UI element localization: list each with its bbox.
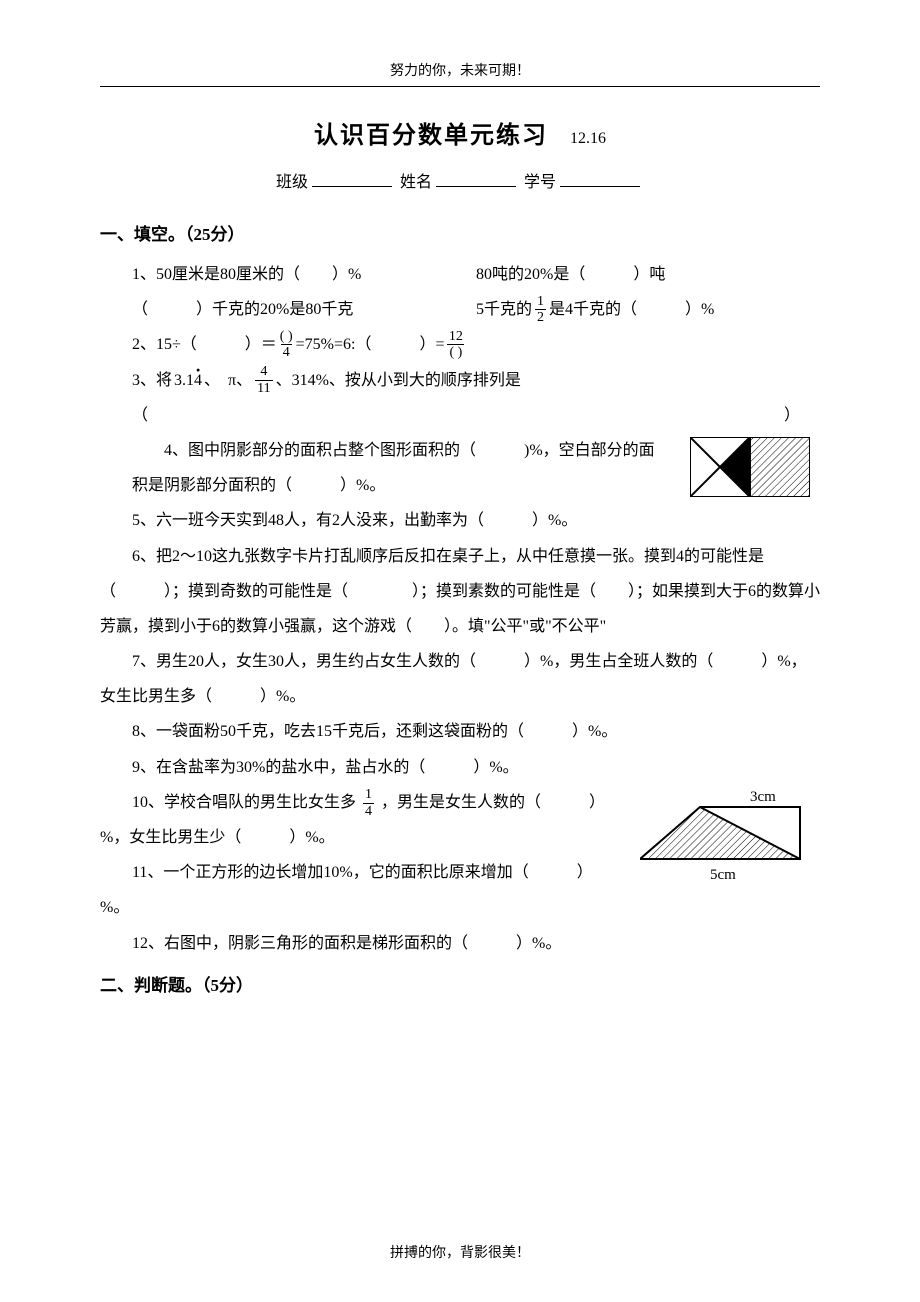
q3: 3、将 3.14 、 π、 4 11 、314%、按从小到大的顺序排列是 <box>100 363 820 398</box>
q1c: （ ）千克的20%是80千克 <box>132 292 476 327</box>
q2-mid: =75%=6:（ ）= <box>296 327 445 362</box>
q9: 9、在含盐率为30%的盐水中，盐占水的（ ）%。 <box>100 750 820 785</box>
q3-frac: 4 11 <box>255 364 272 396</box>
q1d-frac-num: 1 <box>537 294 544 309</box>
name-label: 姓名 <box>400 174 432 191</box>
id-label: 学号 <box>524 174 556 191</box>
q3-f-den: 11 <box>255 380 272 396</box>
q3-sep1: 、 π、 <box>204 363 252 398</box>
q3-answer-paren: （ ） <box>100 398 820 433</box>
q1-row1: 1、50厘米是80厘米的（ ）% 80吨的20%是（ ）吨 <box>100 257 820 292</box>
q3-pre: 3、将 <box>132 363 172 398</box>
q2: 2、15÷（ ）＝ ( ) 4 =75%=6:（ ）= 12 ( ) <box>100 327 820 362</box>
q3-paren-close: ） <box>784 398 800 433</box>
class-blank[interactable] <box>312 170 392 187</box>
q1-row2: （ ）千克的20%是80千克 5千克的 1 2 是4千克的（ ）% <box>100 292 820 327</box>
trap-label-bottom: 5cm <box>710 867 736 883</box>
q10-f-den: 4 <box>363 803 374 819</box>
q1d-frac-den: 2 <box>535 309 546 325</box>
title-date: 12.16 <box>570 130 606 147</box>
section-2-head: 二、判断题。（5分） <box>100 971 820 996</box>
q1d-frac: 1 2 <box>535 294 546 326</box>
q12: 12、右图中，阴影三角形的面积是梯形面积的（ ）%。 <box>100 926 820 961</box>
q4: 4、图中阴影部分的面积占整个图形面积的（ )%，空白部分的面积是阴影部分面积的（… <box>132 442 655 494</box>
q1d: 5千克的 1 2 是4千克的（ ）% <box>476 292 820 327</box>
q7: 7、男生20人，女生30人，男生约占女生人数的（ ）%，男生占全班人数的（ ）%… <box>100 653 807 705</box>
q6: 6、把2～10这九张数字卡片打乱顺序后反扣在桌子上，从中任意摸一张。摸到4的可能… <box>100 548 820 635</box>
q2-f2-den: ( ) <box>447 344 464 360</box>
q2-f2-num: 12 <box>449 329 463 344</box>
title-row: 认识百分数单元练习 12.16 <box>100 115 820 150</box>
footer-motto: 拼搏的你，背影很美！ <box>0 1242 920 1262</box>
q3-f-num: 4 <box>260 364 267 379</box>
id-blank[interactable] <box>560 170 640 187</box>
q11: 11、一个正方形的边长增加10%，它的面积比原来增加（ ）%。 <box>100 864 593 916</box>
q2-f1-num: ( ) <box>280 329 293 344</box>
header-rule <box>100 86 820 87</box>
section-1-head: 一、填空。（25分） <box>100 220 820 245</box>
q1b: 80吨的20%是（ ）吨 <box>476 257 820 292</box>
q10-pre: 10、学校合唱队的男生比女生多 <box>100 794 356 811</box>
q1a: 1、50厘米是80厘米的（ ）% <box>132 257 476 292</box>
header-motto: 努力的你，未来可期！ <box>100 60 820 80</box>
q2-pre: 2、15÷（ ）＝ <box>132 327 277 362</box>
class-label: 班级 <box>276 174 308 191</box>
q3-paren-open: （ <box>132 398 148 433</box>
q2-f1-den: 4 <box>281 344 292 360</box>
q2-frac1: ( ) 4 <box>280 329 293 361</box>
q5: 5、六一班今天实到48人，有2人没来，出勤率为（ ）%。 <box>100 503 820 538</box>
q10-frac: 1 4 <box>363 787 374 819</box>
q1d-post: 是4千克的（ ）% <box>549 292 714 327</box>
figure-trapezoid: 3cm 5cm <box>640 789 810 884</box>
q8: 8、一袋面粉50千克，吃去15千克后，还剩这袋面粉的（ ）%。 <box>100 714 820 749</box>
q3-314-int: 3.1 <box>174 372 194 389</box>
q3-314-dot: 4 <box>194 363 202 398</box>
q10-f-num: 1 <box>365 787 372 802</box>
figure-square <box>690 437 810 497</box>
page-title: 认识百分数单元练习 <box>314 123 548 149</box>
q3-post1: 、314%、按从小到大的顺序排列是 <box>276 363 521 398</box>
info-row: 班级 姓名 学号 <box>100 168 820 192</box>
q1d-pre: 5千克的 <box>476 292 532 327</box>
q3-314-wrap: 3.14 <box>174 363 202 398</box>
trap-label-top: 3cm <box>750 789 776 805</box>
q2-frac2: 12 ( ) <box>447 329 464 361</box>
name-blank[interactable] <box>436 170 516 187</box>
